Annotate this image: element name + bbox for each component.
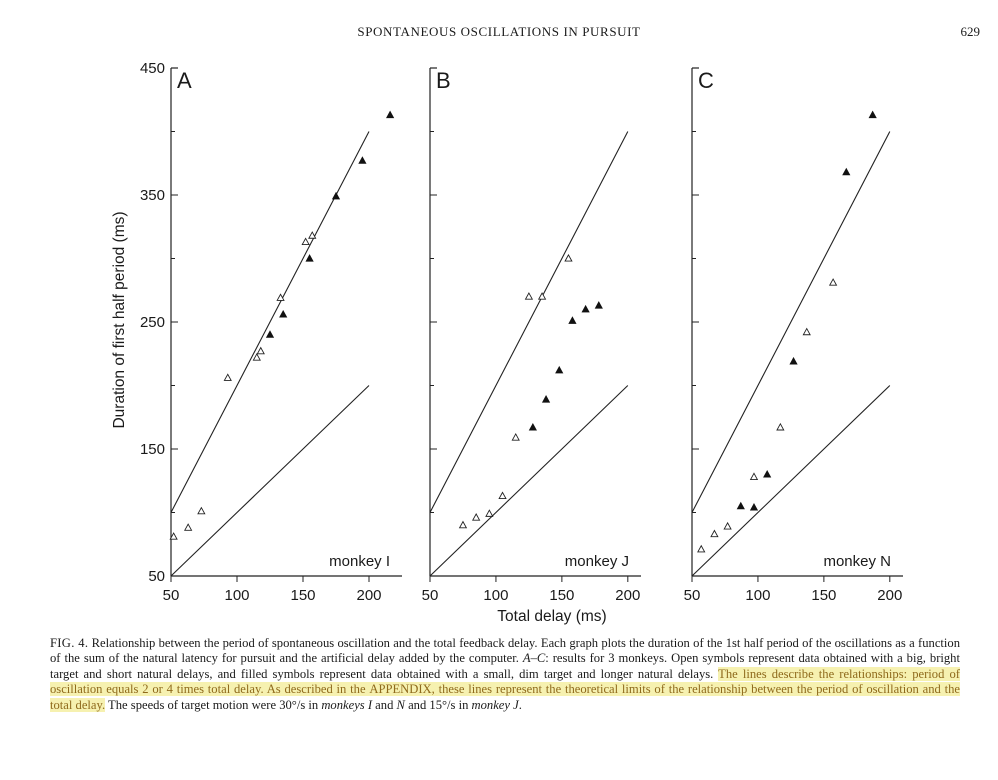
panel-c-letter: C [698, 68, 714, 93]
caption-end: . [518, 697, 522, 712]
caption-appendix: APPENDIX [369, 682, 432, 697]
panel-b-filled-point [568, 316, 577, 324]
x-axis-label: Total delay (ms) [497, 608, 606, 625]
panel-c-filled-point [749, 502, 759, 511]
panel-b-open-point [498, 491, 507, 500]
panel-a-reference-line-1 [170, 131, 370, 513]
caption-monkey-j: monkey J [471, 697, 519, 712]
panel-c-open-point [749, 472, 759, 480]
figure-caption: FIG. 4. Relationship between the period … [50, 636, 960, 713]
panel-c-filled-point [789, 356, 798, 365]
panel-c-x-tick-label: 50 [684, 587, 701, 604]
panel-a-x-tick-label: 200 [356, 587, 381, 604]
panel-a-open-point [276, 293, 285, 301]
panel-b-reference-line-1 [429, 131, 629, 513]
panel-b-filled-point [594, 301, 603, 309]
panel-c-open-point [697, 544, 706, 553]
caption-monkeys-i: monkeys I [321, 697, 373, 712]
panel-a-monkey-label: monkey I [329, 553, 390, 570]
panel-a-x-tick-label: 100 [224, 587, 249, 604]
panel-b-letter: B [436, 68, 451, 93]
panel-b-x-tick-label: 50 [422, 587, 439, 604]
panel-a-open-point [169, 532, 178, 540]
panel-b-open-point [511, 433, 520, 441]
page-number: 629 [960, 24, 981, 39]
panel-c-open-point [710, 529, 719, 538]
y-tick-label: 350 [140, 187, 165, 204]
caption-highlight-text-1: The lines describe the relationships: pe… [50, 666, 960, 697]
panel-a-reference-line-2 [170, 385, 370, 577]
panel-b-monkey-label: monkey J [565, 553, 629, 570]
panel-c-filled-point [736, 501, 745, 510]
caption-text-4: and 15°/s in [404, 697, 472, 712]
panel-c-open-point [802, 327, 811, 336]
panel-b-open-point [564, 253, 573, 262]
panel-c-monkey-label: monkey N [823, 553, 891, 570]
panel-a-open-point [252, 353, 261, 361]
panel-b-filled-point [528, 422, 537, 431]
panel-a-open-point [256, 346, 265, 355]
panel-b-x-tick-label: 100 [483, 587, 508, 604]
caption-monkey-n: N [396, 697, 405, 712]
panel-b-open-point [524, 292, 534, 300]
panel-c-filled-point [868, 110, 877, 119]
panel-b-filled-point [555, 365, 564, 374]
panel-a-x-tick-label: 150 [290, 587, 315, 604]
caption-text-2: : results for 3 monkeys. Open symbols re… [50, 651, 960, 681]
y-tick-label: 50 [148, 568, 165, 585]
y-tick-label: 450 [140, 60, 165, 77]
panel-b-filled-point [581, 304, 590, 313]
panel-a-filled-point [331, 191, 341, 200]
panel-c-open-point [776, 422, 785, 431]
panel-a-open-point [197, 506, 206, 515]
y-axis-label: Duration of first half period (ms) [111, 211, 128, 428]
panel-c-filled-point [842, 167, 851, 176]
panel-b-open-point [458, 520, 468, 529]
panel-a-filled-point [279, 309, 288, 318]
panel-b-x-tick-label: 200 [615, 587, 640, 604]
panel-c-open-point [723, 521, 732, 530]
panel-b-filled-point [541, 395, 551, 403]
panel-a-filled-point [305, 254, 314, 262]
caption-text-3: The speeds of target motion were 30°/s i… [105, 697, 322, 712]
caption-highlight-text-2: , these lines represent the theoretical … [50, 682, 960, 712]
panel-a-filled-point [358, 156, 367, 164]
panel-c-reference-line-2 [691, 385, 891, 577]
y-axis-tick-labels: 50 150 250 350 450 [140, 60, 165, 585]
y-tick-label: 150 [140, 441, 165, 458]
panel-a-filled-point [265, 330, 275, 338]
panel-a-letter: A [177, 68, 192, 93]
panel-a-filled-point [386, 110, 395, 119]
panel-a-open-point [301, 237, 310, 246]
caption-panel-ref: A–C [522, 651, 546, 666]
panel-b-open-point [537, 292, 547, 300]
panel-c-x-tick-label: 200 [877, 587, 902, 604]
panel-a-open-point [183, 523, 193, 531]
y-tick-label: 250 [140, 314, 165, 331]
panel-b-open-point [471, 513, 481, 521]
panel-c-x-tick-label: 150 [811, 587, 836, 604]
panel-c-open-point [828, 278, 838, 286]
caption-figure-label: FIG. 4. [50, 636, 89, 650]
panel-c-reference-line-1 [691, 131, 891, 513]
panel-c-filled-point [763, 469, 772, 478]
caption-and: and [372, 697, 397, 712]
running-head: SPONTANEOUS OSCILLATIONS IN PURSUIT [357, 24, 641, 39]
caption-text-1: Relationship between the period of spont… [50, 636, 960, 666]
panel-a-x-tick-label: 50 [163, 587, 180, 604]
panel-b-open-point [485, 509, 494, 517]
panel-a-open-point [223, 373, 232, 381]
panel-b-reference-line-2 [429, 385, 629, 577]
panel-b-x-tick-label: 150 [549, 587, 574, 604]
panel-a-open-point [308, 231, 317, 239]
panel-c-x-tick-label: 100 [745, 587, 770, 604]
